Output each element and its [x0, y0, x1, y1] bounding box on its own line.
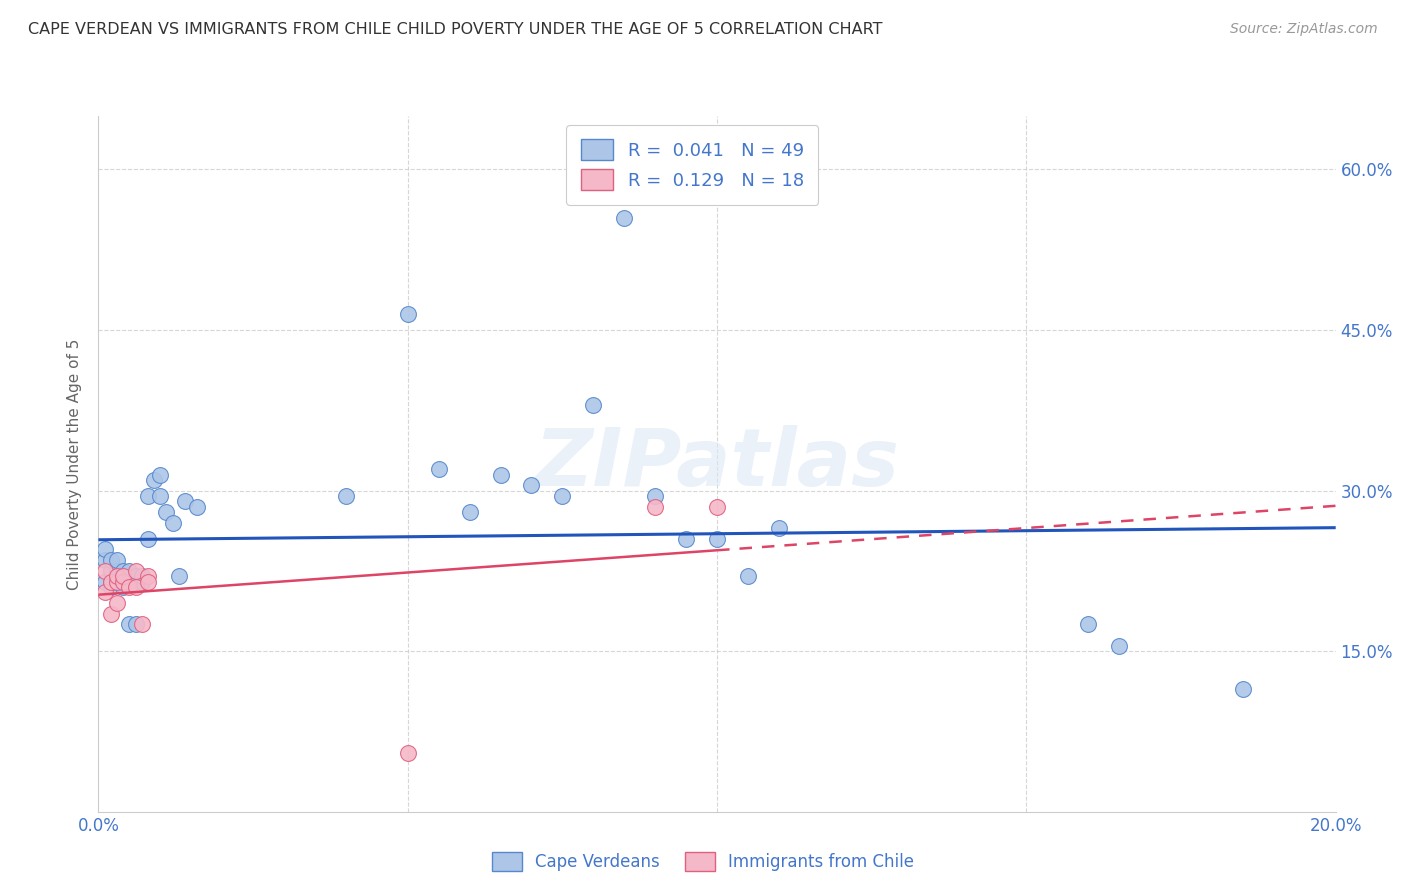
Point: [93, 574, 115, 589]
Point: [100, 564, 122, 578]
Point: [118, 580, 141, 594]
Point: [520, 478, 543, 492]
Point: [112, 580, 135, 594]
Point: [118, 574, 141, 589]
Point: [644, 500, 666, 514]
Point: [105, 574, 128, 589]
Point: [105, 564, 128, 578]
Point: [118, 617, 141, 632]
Point: [105, 569, 128, 583]
Legend: Cape Verdeans, Immigrants from Chile: Cape Verdeans, Immigrants from Chile: [484, 843, 922, 880]
Text: ZIPatlas: ZIPatlas: [534, 425, 900, 503]
Point: [162, 516, 184, 530]
Point: [1077, 617, 1099, 632]
Point: [143, 473, 166, 487]
Point: [93, 585, 115, 599]
Point: [131, 569, 153, 583]
Point: [551, 489, 574, 503]
Point: [737, 569, 759, 583]
Point: [112, 569, 135, 583]
Point: [112, 569, 135, 583]
Point: [136, 569, 159, 583]
Point: [489, 467, 512, 482]
Point: [131, 617, 153, 632]
Point: [93, 564, 115, 578]
Point: [124, 564, 146, 578]
Point: [100, 607, 122, 621]
Text: Source: ZipAtlas.com: Source: ZipAtlas.com: [1230, 22, 1378, 37]
Point: [706, 532, 728, 546]
Point: [112, 574, 135, 589]
Point: [396, 746, 419, 760]
Point: [644, 489, 666, 503]
Text: CAPE VERDEAN VS IMMIGRANTS FROM CHILE CHILD POVERTY UNDER THE AGE OF 5 CORRELATI: CAPE VERDEAN VS IMMIGRANTS FROM CHILE CH…: [28, 22, 883, 37]
Point: [1232, 681, 1254, 696]
Point: [136, 574, 159, 589]
Point: [93, 542, 115, 557]
Point: [93, 553, 115, 567]
Point: [335, 489, 357, 503]
Point: [458, 505, 481, 519]
Point: [105, 574, 128, 589]
Point: [396, 307, 419, 321]
Point: [613, 211, 636, 225]
Point: [105, 553, 128, 567]
Point: [136, 532, 159, 546]
Point: [118, 564, 141, 578]
Point: [124, 569, 146, 583]
Point: [582, 398, 605, 412]
Point: [136, 489, 159, 503]
Point: [100, 574, 122, 589]
Point: [155, 505, 177, 519]
Point: [768, 521, 790, 535]
Point: [675, 532, 697, 546]
Point: [105, 596, 128, 610]
Point: [427, 462, 450, 476]
Point: [131, 574, 153, 589]
Point: [167, 569, 190, 583]
Point: [149, 467, 172, 482]
Point: [100, 580, 122, 594]
Point: [100, 574, 122, 589]
Point: [112, 574, 135, 589]
Point: [174, 494, 197, 508]
Point: [706, 500, 728, 514]
Point: [124, 617, 146, 632]
Point: [1108, 639, 1130, 653]
Point: [112, 564, 135, 578]
Point: [186, 500, 208, 514]
Point: [149, 489, 172, 503]
Point: [100, 553, 122, 567]
Legend: R =  0.041   N = 49, R =  0.129   N = 18: R = 0.041 N = 49, R = 0.129 N = 18: [567, 125, 818, 204]
Point: [124, 580, 146, 594]
Y-axis label: Child Poverty Under the Age of 5: Child Poverty Under the Age of 5: [67, 338, 83, 590]
Point: [105, 569, 128, 583]
